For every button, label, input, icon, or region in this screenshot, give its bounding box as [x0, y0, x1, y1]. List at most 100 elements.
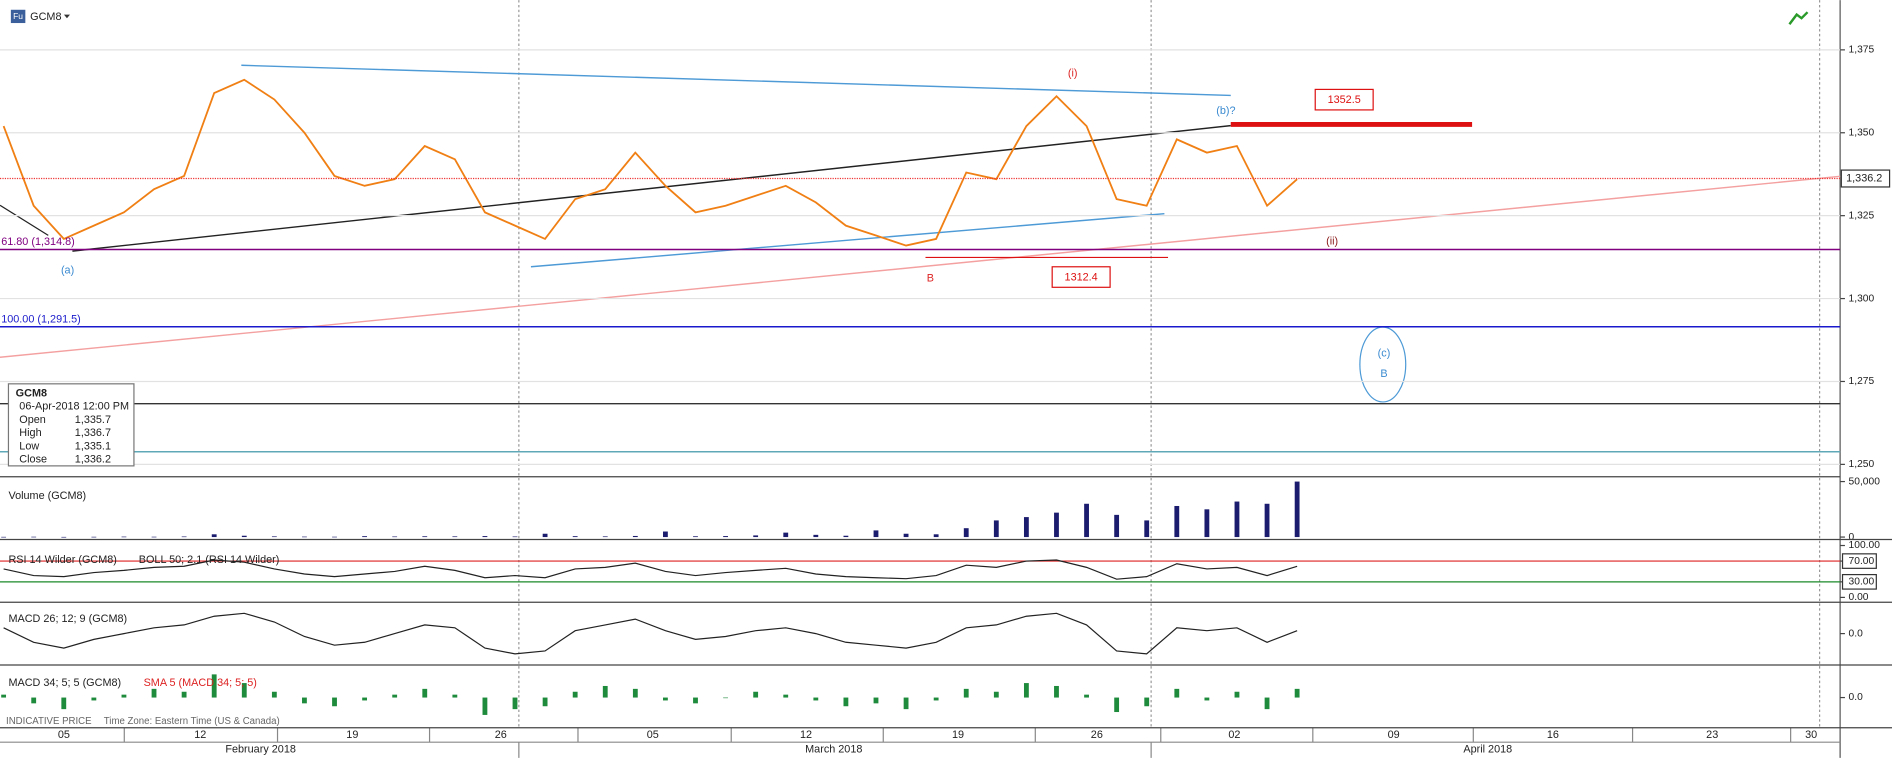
bar	[362, 697, 368, 701]
bar	[121, 694, 127, 698]
x-tick-label: 30	[1805, 729, 1817, 741]
pane-subtitle: BOLL 50; 2.1 (RSI 14 Wilder)	[139, 554, 280, 566]
bar	[1174, 688, 1180, 698]
bar	[1114, 514, 1120, 538]
y-tick-label: 0.0	[1849, 628, 1864, 639]
x-tick-label: 12	[800, 729, 812, 741]
status-icon	[1788, 11, 1809, 25]
bar	[121, 536, 127, 538]
x-tick-label: 02	[1228, 729, 1240, 741]
bar	[693, 697, 698, 704]
series-line	[2, 78, 1298, 247]
bar	[1144, 520, 1150, 538]
target-label: 1312.4	[1065, 272, 1098, 284]
y-tick-label: 1,300	[1849, 293, 1875, 304]
bar	[512, 536, 518, 538]
bar	[723, 536, 728, 538]
bar	[91, 697, 97, 701]
bar	[963, 688, 969, 698]
bar	[542, 533, 548, 538]
bar	[963, 528, 969, 538]
wave-label: B	[927, 273, 934, 285]
bar	[181, 691, 187, 698]
bar	[602, 536, 608, 538]
bar	[933, 697, 939, 701]
bar	[362, 536, 368, 538]
y-tick-label: 1,250	[1849, 459, 1875, 470]
info-value: 1,335.1	[75, 440, 111, 452]
y-tick-label: 0	[1849, 532, 1855, 543]
bar	[151, 536, 157, 538]
trendline	[72, 124, 1231, 252]
bar	[1144, 697, 1150, 707]
target-label: 1352.5	[1328, 94, 1361, 106]
bar	[632, 535, 638, 538]
bar	[452, 536, 458, 538]
bar	[91, 536, 97, 538]
pane-title: Volume (GCM8)	[8, 490, 86, 502]
x-tick-label: 12	[194, 729, 206, 741]
bar	[211, 674, 217, 698]
bar	[903, 533, 909, 538]
bar	[1084, 503, 1089, 538]
footer-timezone: Time Zone: Eastern Time (US & Canada)	[104, 716, 280, 727]
bar	[1264, 503, 1270, 538]
y-tick-label: 0.0	[1849, 692, 1864, 703]
y-tick-label: 30.00	[1849, 577, 1875, 588]
wave-label: (c)	[1378, 348, 1391, 360]
y-tick-label: 1,375	[1849, 45, 1875, 56]
info-symbol: GCM8	[16, 387, 47, 399]
fib-label: 61.80 (1,314.8)	[1, 236, 75, 248]
bar	[693, 536, 698, 538]
tick-box	[1841, 553, 1877, 569]
bar	[392, 536, 398, 538]
bar	[1204, 697, 1210, 701]
x-tick-label: 26	[495, 729, 507, 741]
info-field: Close	[19, 454, 47, 466]
bar	[1, 694, 7, 698]
bar	[392, 694, 398, 698]
bar	[31, 697, 37, 704]
bar	[933, 534, 939, 538]
bar	[1294, 688, 1300, 698]
bar	[542, 697, 548, 707]
bar	[332, 536, 337, 538]
bar	[271, 536, 277, 538]
month-label: March 2018	[805, 743, 862, 755]
bar	[813, 697, 819, 701]
x-tick-label: 23	[1706, 729, 1718, 741]
bar	[1084, 694, 1089, 698]
bar	[482, 697, 488, 715]
bar	[903, 697, 909, 710]
bar	[753, 535, 759, 538]
bar	[783, 532, 789, 538]
wave-label: (b)?	[1216, 105, 1235, 117]
month-label: April 2018	[1463, 743, 1512, 755]
bar	[271, 691, 277, 698]
bar	[1114, 697, 1120, 713]
symbol-icon[interactable]	[10, 9, 26, 24]
y-tick-label: 70.00	[1849, 556, 1875, 567]
trendline	[241, 64, 1231, 97]
bar	[602, 685, 608, 698]
bar	[1234, 501, 1240, 538]
bar	[723, 697, 728, 699]
bar	[572, 536, 578, 538]
symbol[interactable]: GCM8	[30, 11, 61, 23]
bar	[1, 536, 7, 538]
x-tick-label: 05	[58, 729, 70, 741]
bar	[663, 697, 668, 701]
bar	[1204, 509, 1210, 538]
dropdown[interactable]	[63, 14, 70, 19]
target-box	[1051, 266, 1111, 288]
bar	[843, 697, 849, 707]
bar	[572, 691, 578, 698]
bar	[332, 697, 337, 707]
bar	[241, 535, 247, 538]
bar	[211, 534, 217, 538]
y-tick-label: 1,325	[1849, 210, 1875, 221]
bar	[61, 536, 67, 538]
series-line	[3, 559, 1298, 580]
